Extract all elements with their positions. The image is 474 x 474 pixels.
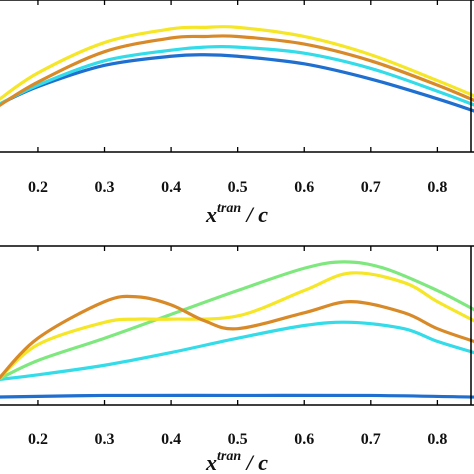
- plot-area: [0, 25, 474, 113]
- x-axis-label-base: x: [205, 450, 217, 474]
- x-tick-label: 0.2: [28, 179, 48, 196]
- series-line-4: [0, 271, 474, 380]
- x-axis-label-rest: / c: [241, 202, 268, 227]
- x-tick-label: 0.7: [361, 431, 381, 448]
- series-line-5: [0, 294, 474, 380]
- x-axis-label-superscript: tran: [217, 449, 241, 464]
- series-line-1: [0, 393, 474, 399]
- series-line-3: [0, 260, 474, 381]
- bottom-panel: 0.2 0.3 0.4 0.5 0.6 0.7 0.8 xtran / c: [0, 245, 474, 474]
- x-tick-label: 0.5: [228, 179, 248, 196]
- x-tick-label: 0.5: [228, 431, 248, 448]
- x-tick-label: 0.8: [427, 431, 447, 448]
- x-tick-label: 0.7: [361, 179, 381, 196]
- x-tick-label: 0.3: [95, 179, 115, 196]
- x-tick-label: 0.2: [28, 431, 48, 448]
- top-panel: 0.2 0.3 0.4 0.5 0.6 0.7 0.8 xtran / c: [0, 0, 474, 227]
- series-line-3: [0, 25, 474, 101]
- plot-area: [0, 260, 474, 399]
- series-line-2: [0, 44, 474, 107]
- x-axis-label: xtran / c: [205, 449, 268, 474]
- x-tick-label: 0.8: [427, 179, 447, 196]
- series-line-2: [0, 320, 474, 381]
- x-tick-label: 0.4: [161, 431, 181, 448]
- x-axis-label-base: x: [205, 202, 217, 227]
- x-axis-label-rest: / c: [241, 450, 268, 474]
- x-axis-label: xtran / c: [205, 201, 268, 227]
- x-tick-label: 0.6: [294, 431, 314, 448]
- series-line-1: [0, 53, 474, 113]
- x-tick-label: 0.4: [161, 179, 181, 196]
- series-line-4: [0, 34, 474, 108]
- x-axis-label-superscript: tran: [217, 201, 241, 216]
- x-tick-label: 0.3: [95, 431, 115, 448]
- x-tick-label: 0.6: [294, 179, 314, 196]
